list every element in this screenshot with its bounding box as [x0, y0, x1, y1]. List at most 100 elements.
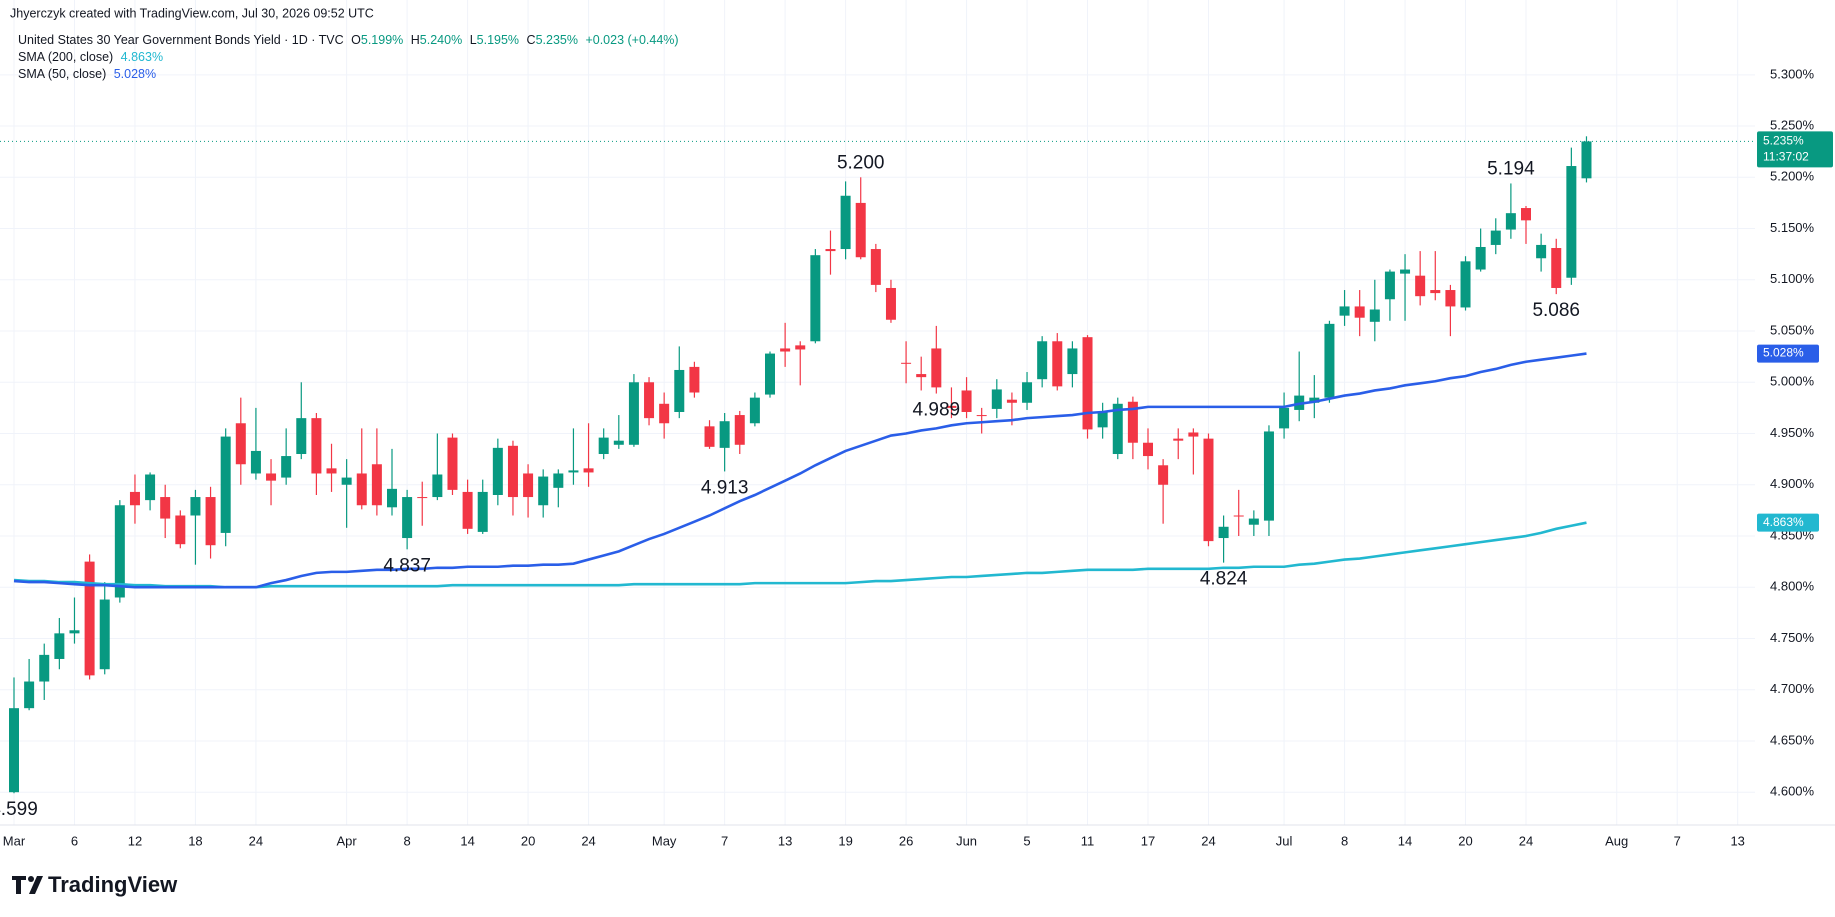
- y-tick-label: 5.300%: [1770, 66, 1815, 81]
- logo-dot: [28, 876, 34, 882]
- candle-body: [659, 403, 670, 424]
- candle-body: [870, 249, 881, 285]
- x-tick-label: 24: [1519, 833, 1533, 848]
- candle-body: [432, 474, 443, 498]
- price-badge: [1757, 131, 1833, 168]
- candle-body: [810, 255, 821, 342]
- y-tick-label: 4.900%: [1770, 476, 1815, 491]
- candle-body: [296, 418, 307, 455]
- candle-body: [1263, 431, 1274, 521]
- candle-body: [976, 415, 987, 417]
- price-annotation: 4.599: [0, 799, 38, 820]
- y-tick-label: 5.050%: [1770, 322, 1815, 337]
- price-annotation: 5.086: [1532, 300, 1580, 321]
- candle-body: [1309, 397, 1320, 403]
- candle-body: [1158, 465, 1169, 485]
- candle-body: [583, 468, 594, 473]
- candle-body: [689, 366, 700, 393]
- axes: 4.600%4.650%4.700%4.750%4.800%4.850%4.90…: [3, 66, 1833, 848]
- y-tick-label: 5.200%: [1770, 169, 1815, 184]
- candle-body: [84, 561, 95, 676]
- x-tick-label: 7: [721, 833, 728, 848]
- y-tick-label: 5.150%: [1770, 220, 1815, 235]
- x-tick-label: Mar: [3, 833, 26, 848]
- candle-body: [1143, 442, 1153, 457]
- candle-body: [1112, 403, 1123, 455]
- candle-body: [1384, 271, 1395, 300]
- x-tick-label: Jul: [1276, 833, 1293, 848]
- candle-body: [795, 345, 806, 350]
- y-tick-label: 4.950%: [1770, 425, 1815, 440]
- candle-body: [417, 497, 428, 499]
- price-annotation: 4.824: [1200, 569, 1248, 590]
- candle-body: [1127, 401, 1138, 443]
- candle-body: [281, 456, 292, 478]
- x-tick-label: May: [652, 833, 677, 848]
- candle-body: [1188, 432, 1199, 437]
- candle-body: [69, 630, 80, 634]
- logo: TradingView: [12, 872, 178, 897]
- candle-body: [387, 488, 397, 508]
- candle-body: [901, 362, 912, 364]
- sma-legend: SMA (50, close) 5.028%: [18, 67, 156, 81]
- price-badge-label: 5.235%: [1763, 134, 1804, 148]
- candle-body: [99, 599, 110, 670]
- candle-body: [931, 348, 942, 388]
- candle-body: [341, 477, 352, 485]
- candle-body: [54, 633, 65, 659]
- candle-body: [507, 445, 518, 498]
- sma-legend: SMA (200, close) 4.863%: [18, 50, 163, 64]
- candle-body: [205, 497, 216, 546]
- x-tick-label: 17: [1141, 833, 1155, 848]
- x-tick-label: 14: [460, 833, 474, 848]
- ohlc-value: 5.235%: [536, 33, 578, 47]
- y-tick-label: 4.600%: [1770, 784, 1815, 799]
- x-tick-label: 20: [1458, 833, 1472, 848]
- candle-body: [1354, 306, 1365, 318]
- candle-body: [160, 497, 171, 519]
- candle-body: [1006, 399, 1017, 403]
- legend-name: SMA (50, close): [18, 67, 106, 81]
- x-tick-label: 13: [778, 833, 792, 848]
- candle-body: [311, 418, 322, 474]
- candle-body: [1248, 518, 1259, 525]
- x-tick-label: 18: [188, 833, 202, 848]
- candle-body: [1415, 275, 1426, 297]
- candle-body: [1460, 261, 1471, 308]
- x-tick-label: 12: [128, 833, 142, 848]
- logo-text: TradingView: [48, 872, 178, 897]
- candle-body: [780, 348, 791, 352]
- price-annotation: 5.200: [837, 152, 885, 173]
- candle-body: [1400, 269, 1411, 274]
- candle-body: [1445, 290, 1456, 307]
- candle-body: [553, 473, 564, 488]
- candle-body: [1052, 341, 1063, 387]
- x-tick-label: 8: [404, 833, 411, 848]
- y-tick-label: 4.650%: [1770, 732, 1815, 747]
- candle-body: [190, 497, 201, 516]
- y-tick-label: 4.800%: [1770, 579, 1815, 594]
- candle-body: [1369, 309, 1380, 322]
- sma-badge: [1757, 344, 1819, 363]
- candle-body: [447, 437, 458, 490]
- symbol-legend: United States 30 Year Government Bonds Y…: [18, 33, 679, 47]
- price-annotation: 4.989: [913, 400, 961, 421]
- x-tick-label: Apr: [337, 833, 358, 848]
- candle-body: [568, 470, 579, 473]
- candle-body: [1203, 438, 1214, 542]
- x-tick-label: 11: [1081, 833, 1095, 848]
- y-tick-label: 5.100%: [1770, 271, 1815, 286]
- x-tick-label: Jun: [956, 833, 977, 848]
- candle-body: [704, 426, 715, 447]
- sma-line: [13, 352, 1587, 589]
- ohlc-key: H: [411, 33, 420, 47]
- credit: Jhyerczyk created with TradingView.com, …: [10, 6, 374, 20]
- x-tick-label: 24: [249, 833, 263, 848]
- candle-body: [371, 464, 382, 506]
- candle-body: [326, 468, 337, 474]
- candle-body: [24, 681, 35, 709]
- candle-body: [1218, 526, 1229, 539]
- x-tick-label: 14: [1398, 833, 1412, 848]
- candle-body: [1067, 348, 1078, 375]
